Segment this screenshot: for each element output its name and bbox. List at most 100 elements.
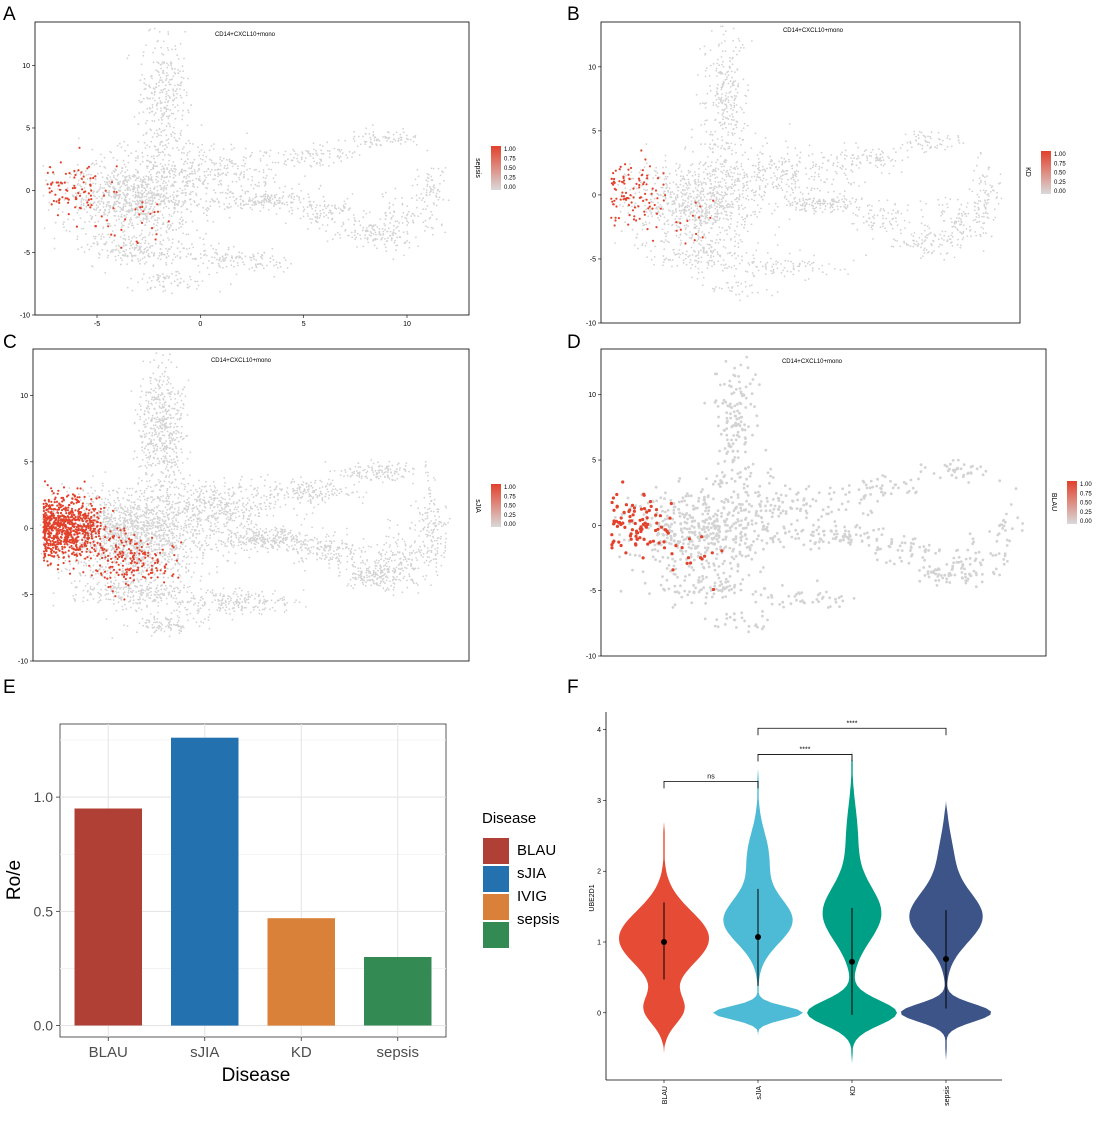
cell-point	[884, 227, 886, 230]
cell-point	[696, 240, 698, 242]
cell-point	[146, 107, 149, 110]
cell-point	[165, 176, 168, 179]
cell-point	[812, 267, 814, 270]
cell-point	[691, 150, 694, 153]
cell-point	[165, 261, 167, 264]
cell-point	[134, 193, 137, 196]
cell-point	[333, 206, 336, 208]
cell-point	[722, 169, 725, 172]
cell-point	[891, 158, 894, 161]
cell-point	[985, 189, 988, 192]
cell-point	[713, 263, 716, 266]
cell-point	[307, 215, 309, 217]
cell-point	[255, 193, 257, 196]
cell-point	[730, 193, 732, 196]
cell-point	[165, 197, 168, 200]
cell-point	[821, 271, 824, 274]
cell-point	[180, 76, 183, 79]
cell-point	[921, 147, 924, 150]
cell-point	[946, 203, 948, 205]
cell-point	[780, 175, 782, 178]
cell-point	[279, 207, 281, 210]
cell-point	[791, 167, 794, 170]
cell-point	[730, 118, 733, 121]
cell-point	[184, 170, 187, 172]
cell-point	[703, 102, 706, 105]
cell-point	[246, 168, 248, 171]
cell-point	[175, 228, 178, 231]
cell-point	[103, 211, 105, 214]
cell-point	[144, 147, 147, 149]
cell-point	[134, 196, 136, 199]
cell-point	[718, 184, 720, 187]
cell-point	[374, 231, 377, 234]
cell-point	[425, 194, 428, 197]
cell-point	[805, 203, 808, 206]
cell-point	[726, 206, 729, 209]
cell-point	[306, 206, 309, 209]
cell-point	[134, 179, 137, 182]
cell-point	[741, 216, 744, 219]
cell-point	[794, 147, 797, 150]
cell-point	[674, 253, 677, 256]
cell-point	[282, 195, 285, 197]
cell-point	[619, 204, 621, 206]
cell-point	[210, 262, 213, 264]
cell-point	[296, 194, 298, 197]
cell-point	[678, 256, 681, 259]
cell-point	[778, 184, 781, 187]
cell-point	[136, 177, 139, 180]
cell-point	[398, 221, 401, 224]
cell-point	[240, 172, 243, 175]
cell-point	[328, 150, 331, 153]
cell-point	[784, 259, 787, 262]
cell-point	[128, 219, 131, 221]
cell-point	[921, 242, 924, 244]
cell-point	[255, 203, 258, 206]
cell-point	[396, 225, 399, 228]
cell-point	[320, 159, 322, 161]
cell-point	[378, 228, 381, 230]
cell-point	[385, 214, 387, 217]
cell-point	[721, 123, 724, 126]
cell-point	[400, 138, 402, 141]
cell-point	[652, 177, 654, 180]
cell-point	[799, 204, 802, 207]
cell-point	[871, 228, 874, 231]
cell-point	[985, 232, 987, 235]
cell-point	[778, 177, 781, 180]
cell-point	[63, 221, 65, 224]
cell-point	[984, 180, 986, 183]
cell-point	[812, 261, 815, 264]
cell-point	[665, 166, 667, 169]
cell-point	[119, 210, 122, 213]
cell-point	[762, 174, 765, 177]
cell-point	[653, 169, 656, 172]
cell-point	[287, 195, 290, 198]
cell-point	[344, 228, 347, 231]
cell-point-high	[613, 177, 616, 181]
cell-point	[664, 197, 667, 200]
cell-point	[924, 136, 927, 139]
cell-point	[183, 57, 185, 60]
cell-point	[207, 182, 209, 185]
cell-point	[248, 167, 251, 170]
cell-point	[708, 259, 711, 262]
cell-point	[685, 192, 688, 194]
cell-point	[709, 191, 712, 194]
cell-point	[142, 176, 145, 179]
cell-point	[148, 199, 150, 202]
cell-point	[895, 212, 897, 214]
cell-point	[912, 245, 915, 248]
cell-point-high	[142, 210, 145, 213]
cell-point	[892, 209, 895, 212]
cell-point	[818, 202, 820, 205]
cell-point	[101, 233, 104, 236]
cell-point	[157, 62, 160, 65]
cell-point	[922, 134, 925, 137]
cell-point	[169, 83, 172, 86]
cell-point	[685, 253, 687, 256]
cell-point	[143, 82, 146, 85]
cell-point	[843, 154, 846, 157]
cell-point	[154, 219, 157, 221]
